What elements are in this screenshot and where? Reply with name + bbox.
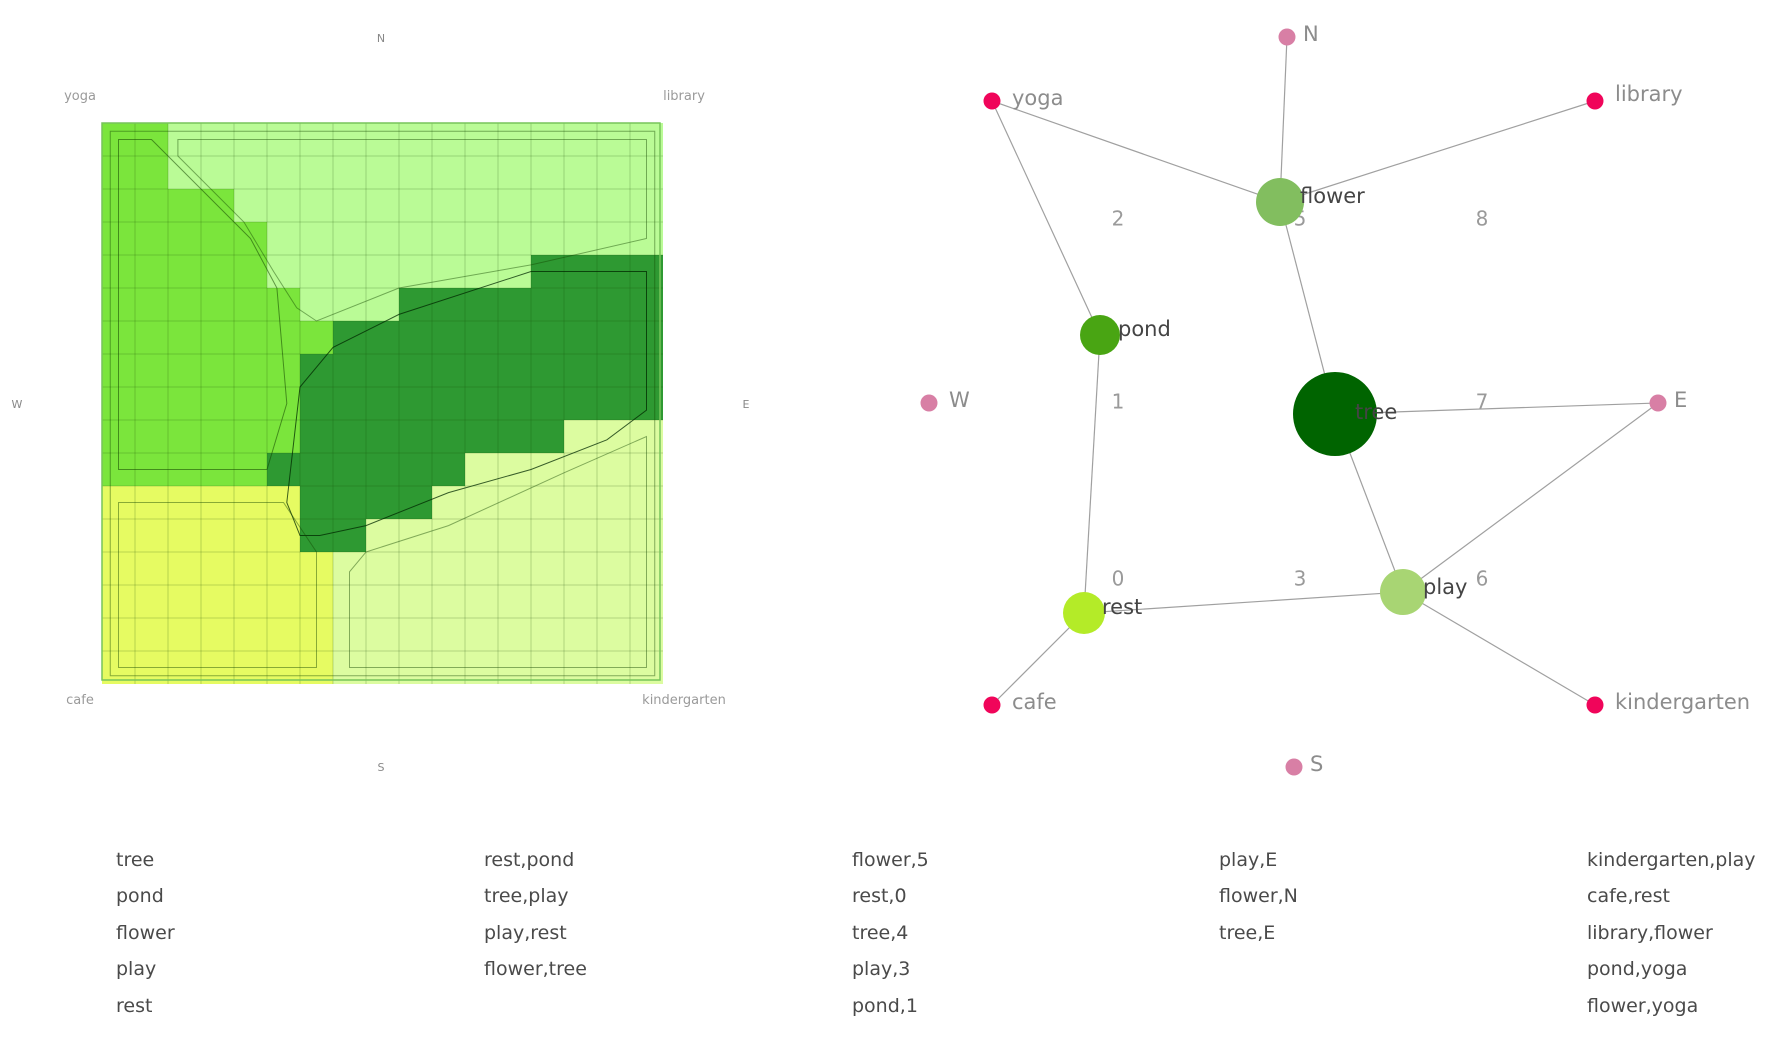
floorplan-regions	[102, 123, 663, 684]
anchor-cafe-dot	[983, 696, 1001, 714]
floorplan-grid	[102, 123, 663, 684]
outline-flower	[177, 139, 647, 322]
compass-e-label: E	[743, 398, 750, 411]
list-item: tree,E	[1219, 921, 1276, 944]
outline-rest	[118, 502, 317, 668]
region-number-7: 7	[1476, 390, 1489, 414]
node-pond-label: pond	[1118, 317, 1171, 341]
edge-tree-E	[1334, 402, 1659, 415]
node-rest-label: rest	[1102, 595, 1142, 619]
edge-rest-cafe	[991, 612, 1085, 706]
list-item: flower,yoga	[1587, 994, 1699, 1017]
region-flower	[102, 123, 663, 354]
anchor-library-label: library	[1615, 82, 1683, 106]
list-item: play,rest	[484, 921, 567, 944]
region-number-6: 6	[1476, 567, 1489, 591]
corner-library-label: library	[663, 89, 705, 104]
outline-play	[349, 435, 647, 668]
list-item: kindergarten,play	[1587, 849, 1756, 871]
region-number-3: 3	[1294, 567, 1307, 591]
region-number-1: 1	[1112, 390, 1125, 414]
node-pond	[1080, 315, 1120, 355]
list-column-4: play,E flower,N tree,E	[1219, 842, 1298, 951]
region-number-2: 2	[1112, 207, 1125, 231]
list-item: play,3	[852, 958, 911, 981]
corner-yoga-label: yoga	[64, 89, 96, 104]
compass-w-label: W	[12, 398, 23, 411]
node-play	[1380, 569, 1426, 615]
anchor-W-label: W	[949, 388, 970, 412]
list-item: flower,5	[852, 849, 929, 871]
region-tree	[267, 255, 663, 552]
anchor-W-dot	[920, 394, 938, 412]
anchor-cafe-label: cafe	[1012, 690, 1057, 714]
list-item: rest,0	[852, 885, 907, 908]
node-flower-label: flower	[1300, 184, 1365, 208]
edge-yoga-pond	[991, 100, 1101, 336]
edge-play-kindergarten	[1402, 591, 1596, 706]
list-column-3: flower,5 rest,0 tree,4 play,3 pond,1	[852, 842, 929, 1024]
edge-rest-play	[1083, 591, 1404, 614]
node-tree	[1293, 372, 1377, 456]
floorplan: N S E W yoga library cafe kindergarten	[12, 32, 750, 774]
graph-region-numbers: 012345678	[1112, 207, 1489, 591]
edge-yoga-flower	[991, 100, 1281, 203]
list-item: pond,yoga	[1587, 958, 1688, 981]
node-tree-label: tree	[1355, 400, 1397, 424]
region-number-8: 8	[1476, 207, 1489, 231]
list-item: play	[116, 958, 157, 981]
region-rest	[102, 486, 333, 684]
node-flower	[1256, 178, 1304, 226]
corner-cafe-label: cafe	[66, 693, 94, 708]
node-rest	[1063, 592, 1105, 634]
compass-s-label: S	[378, 761, 385, 774]
compass-n-label: N	[377, 32, 385, 45]
list-item: library,flower	[1587, 921, 1713, 944]
list-column-5: kindergarten,play cafe,rest library,flower…	[1587, 842, 1756, 1024]
edge-library-flower	[1279, 100, 1596, 203]
anchor-N-label: N	[1303, 22, 1319, 46]
anchor-kindergarten-label: kindergarten	[1615, 690, 1750, 714]
edge-play-E	[1402, 402, 1659, 593]
anchor-E-label: E	[1674, 388, 1687, 412]
adjacency-graph: 012345678 NSEWyogalibrarycafekindergarte…	[920, 22, 1750, 776]
edge-N-flower	[1279, 36, 1288, 203]
anchor-yoga-label: yoga	[1012, 86, 1063, 110]
list-item: tree,4	[852, 921, 909, 944]
floorplan-outlines	[109, 130, 656, 677]
list-column-2: rest,pond tree,play play,rest flower,tree	[484, 842, 587, 988]
list-item: flower,tree	[484, 958, 587, 981]
list-item: flower	[116, 921, 175, 944]
outline-pond	[118, 139, 288, 470]
region-number-0: 0	[1112, 567, 1125, 591]
graph-nodes: tree flower pond play rest	[1063, 178, 1467, 634]
region-play	[333, 420, 663, 684]
anchor-S-label: S	[1310, 752, 1323, 776]
list-item: tree,play	[484, 885, 569, 908]
list-item: play,E	[1219, 849, 1278, 871]
list-column-1: tree pond flower play rest	[116, 842, 175, 1024]
list-item: flower,N	[1219, 885, 1298, 908]
node-play-label: play	[1423, 575, 1467, 599]
anchor-N-dot	[1278, 28, 1296, 46]
corner-kindergarten-label: kindergarten	[642, 693, 726, 708]
list-item: rest	[116, 994, 153, 1017]
floorplan-border	[101, 122, 661, 681]
list-item: pond	[116, 885, 164, 908]
edge-pond-rest	[1083, 334, 1101, 614]
list-item: rest,pond	[484, 849, 575, 871]
anchor-E-dot	[1649, 394, 1667, 412]
anchor-S-dot	[1285, 758, 1303, 776]
list-item: pond,1	[852, 994, 918, 1017]
region-pond	[102, 123, 333, 486]
anchor-yoga-dot	[983, 92, 1001, 110]
anchor-kindergarten-dot	[1586, 696, 1604, 714]
list-item: tree	[116, 849, 155, 871]
outline-tree	[286, 271, 647, 536]
anchor-library-dot	[1586, 92, 1604, 110]
list-item: cafe,rest	[1587, 885, 1670, 908]
outline-frame	[109, 130, 656, 677]
